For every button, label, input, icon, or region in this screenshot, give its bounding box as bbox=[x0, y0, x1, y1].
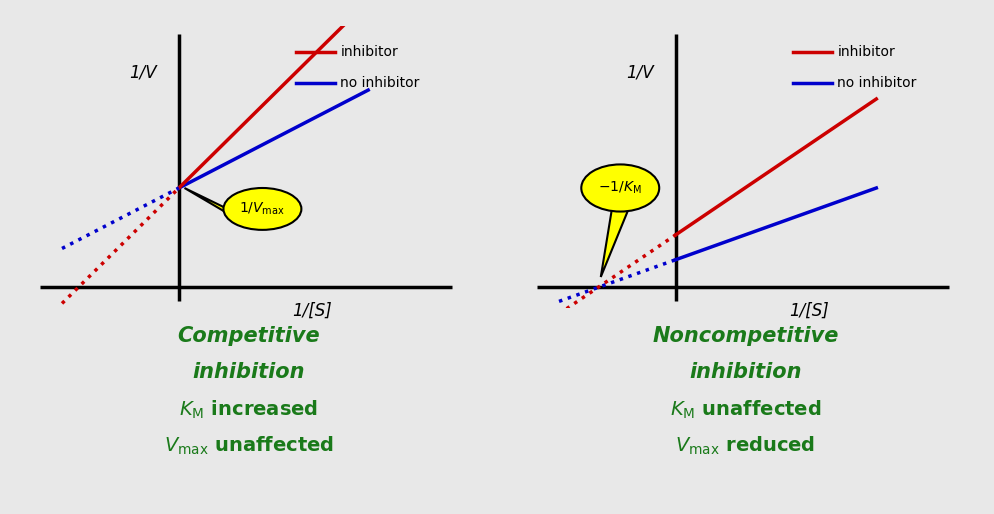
Text: $\mathit{K}_\mathrm{M}$ increased: $\mathit{K}_\mathrm{M}$ increased bbox=[179, 398, 318, 420]
Text: 1/V: 1/V bbox=[626, 64, 653, 82]
Text: inhibitor: inhibitor bbox=[340, 45, 398, 59]
Text: inhibition: inhibition bbox=[689, 362, 802, 382]
Text: $1/V_\mathrm{max}$: $1/V_\mathrm{max}$ bbox=[240, 201, 285, 217]
Text: Competitive: Competitive bbox=[177, 326, 320, 346]
Text: 1/V: 1/V bbox=[129, 64, 156, 82]
Text: inhibition: inhibition bbox=[192, 362, 305, 382]
Text: Noncompetitive: Noncompetitive bbox=[652, 326, 839, 346]
Text: $\mathit{K}_\mathrm{M}$ unaffected: $\mathit{K}_\mathrm{M}$ unaffected bbox=[670, 398, 821, 420]
Polygon shape bbox=[600, 209, 628, 277]
Polygon shape bbox=[185, 188, 265, 227]
Text: $\mathit{V}_\mathrm{max}$ reduced: $\mathit{V}_\mathrm{max}$ reduced bbox=[676, 434, 815, 456]
Text: 1/[S]: 1/[S] bbox=[292, 302, 332, 320]
Text: $\mathit{V}_\mathrm{max}$ unaffected: $\mathit{V}_\mathrm{max}$ unaffected bbox=[164, 434, 333, 456]
Text: no inhibitor: no inhibitor bbox=[340, 76, 419, 90]
Ellipse shape bbox=[224, 188, 301, 230]
Text: no inhibitor: no inhibitor bbox=[837, 76, 916, 90]
Text: 1/[S]: 1/[S] bbox=[789, 302, 829, 320]
Text: inhibitor: inhibitor bbox=[837, 45, 895, 59]
Ellipse shape bbox=[581, 164, 659, 212]
Text: $-1/K_\mathrm{M}$: $-1/K_\mathrm{M}$ bbox=[598, 180, 642, 196]
